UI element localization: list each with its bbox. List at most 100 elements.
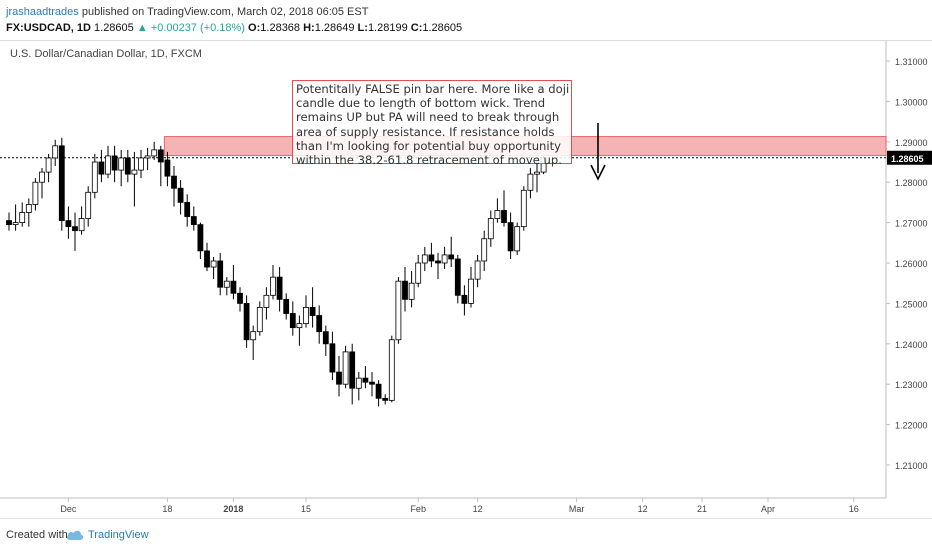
bull-candle xyxy=(487,218,494,240)
bear-candle xyxy=(111,155,118,171)
bull-candle xyxy=(91,161,98,193)
bull-candle xyxy=(25,204,32,213)
bear-candle xyxy=(369,381,375,385)
chart-title: U.S. Dollar/Canadian Dollar, 1D, FXCM xyxy=(10,48,202,60)
bull-candle xyxy=(12,222,19,226)
bull-candle xyxy=(138,157,144,171)
bull-candle xyxy=(408,282,415,300)
bear-candle xyxy=(164,159,171,177)
bull-candle xyxy=(131,169,138,175)
bear-candle xyxy=(243,302,250,341)
x-tick-label: Dec xyxy=(60,504,77,514)
x-tick-label: 12 xyxy=(473,504,483,514)
annotation-note[interactable]: Potentitally FALSE pin bar here. More li… xyxy=(292,80,572,167)
bull-candle xyxy=(105,155,111,175)
bear-candle xyxy=(329,343,336,373)
bull-candle xyxy=(250,331,257,341)
bear-candle xyxy=(289,313,296,329)
y-tick-label: 1.28000 xyxy=(895,178,928,188)
bull-candle xyxy=(144,155,151,159)
close-value: 1.28605 xyxy=(422,22,463,34)
y-tick-label: 1.22000 xyxy=(895,421,928,431)
bear-candle xyxy=(197,224,204,252)
bear-candle xyxy=(157,149,164,163)
price-change: ▲ +0.00237 (+0.18%) xyxy=(136,22,245,34)
last-price-tag-label: 1.28605 xyxy=(891,154,924,164)
last-price-tag xyxy=(887,150,932,165)
y-tick-label: 1.26000 xyxy=(895,259,928,269)
bear-candle xyxy=(65,220,72,228)
x-tick-label: 18 xyxy=(162,504,172,514)
bull-candle xyxy=(296,323,303,329)
bull-candle xyxy=(32,181,39,205)
open-label: O: xyxy=(248,22,261,34)
publish-line: jrashaadtrades published on TradingView.… xyxy=(6,6,368,18)
x-tick-label: Apr xyxy=(761,504,775,514)
bull-candle xyxy=(39,171,45,183)
x-tick-label: 2018 xyxy=(223,504,243,514)
bear-candle xyxy=(448,254,455,260)
low-label: L: xyxy=(357,22,368,34)
bear-candle xyxy=(230,280,237,294)
bear-candle xyxy=(461,294,468,304)
bull-candle xyxy=(256,307,263,333)
bull-candle xyxy=(441,254,448,264)
x-tick-label: 15 xyxy=(301,504,311,514)
x-tick-label: 12 xyxy=(638,504,648,514)
y-tick-label: 1.25000 xyxy=(895,299,928,309)
bull-candle xyxy=(395,280,402,341)
bull-candle xyxy=(223,280,230,288)
bear-candle xyxy=(316,315,323,333)
x-tick-label: Mar xyxy=(569,504,585,514)
bull-candle xyxy=(514,226,521,252)
bear-candle xyxy=(217,260,224,288)
bull-candle xyxy=(85,191,92,219)
bear-candle xyxy=(204,250,210,268)
y-tick-label: 1.23000 xyxy=(895,380,928,390)
bull-candle xyxy=(520,189,527,228)
footer-bar: Created with TradingView xyxy=(0,518,932,551)
tradingview-cloud-icon xyxy=(66,528,84,546)
x-tick-label: 21 xyxy=(697,504,707,514)
close-label: C: xyxy=(410,22,423,34)
bear-candle xyxy=(402,280,408,300)
bear-candle xyxy=(276,276,283,300)
bear-candle xyxy=(501,210,507,223)
bull-candle xyxy=(355,377,362,389)
bear-candle xyxy=(349,351,356,389)
bull-candle xyxy=(421,254,428,264)
high-label: H: xyxy=(303,22,315,34)
bear-candle xyxy=(283,298,290,314)
low-value: 1.28199 xyxy=(367,22,408,34)
bull-candle xyxy=(481,238,488,262)
symbol-label: FX:USDCAD, 1D xyxy=(6,22,91,34)
bull-candle xyxy=(151,149,158,157)
x-tick-label: 16 xyxy=(849,504,859,514)
created-with-label: Created with xyxy=(6,529,68,541)
bear-candle xyxy=(6,220,12,226)
y-tick-label: 1.31000 xyxy=(895,57,928,67)
bull-candle xyxy=(474,260,481,280)
published-text: published on TradingView.com, March 02, … xyxy=(81,6,369,18)
tradingview-link[interactable]: TradingView xyxy=(88,529,149,541)
bear-candle xyxy=(507,222,514,252)
bear-candle xyxy=(184,201,191,217)
bull-candle xyxy=(415,262,422,284)
bull-candle xyxy=(468,278,474,304)
bull-candle xyxy=(534,171,540,175)
y-tick-label: 1.30000 xyxy=(895,97,928,107)
bull-candle xyxy=(388,339,395,401)
bull-candle xyxy=(45,157,52,173)
bull-candle xyxy=(118,157,125,171)
bull-candle xyxy=(527,173,534,191)
username-link[interactable]: jrashaadtrades xyxy=(6,6,79,18)
bull-candle xyxy=(494,210,501,219)
last-price: 1.28605 xyxy=(94,22,134,34)
y-tick-label: 1.27000 xyxy=(895,219,928,229)
bull-candle xyxy=(270,276,276,296)
quote-line: FX:USDCAD, 1D 1.28605 ▲ +0.00237 (+0.18%… xyxy=(6,22,462,34)
bear-candle xyxy=(362,377,369,383)
bear-candle xyxy=(309,307,316,316)
y-tick-label: 1.24000 xyxy=(895,340,928,350)
bear-candle xyxy=(336,371,342,385)
